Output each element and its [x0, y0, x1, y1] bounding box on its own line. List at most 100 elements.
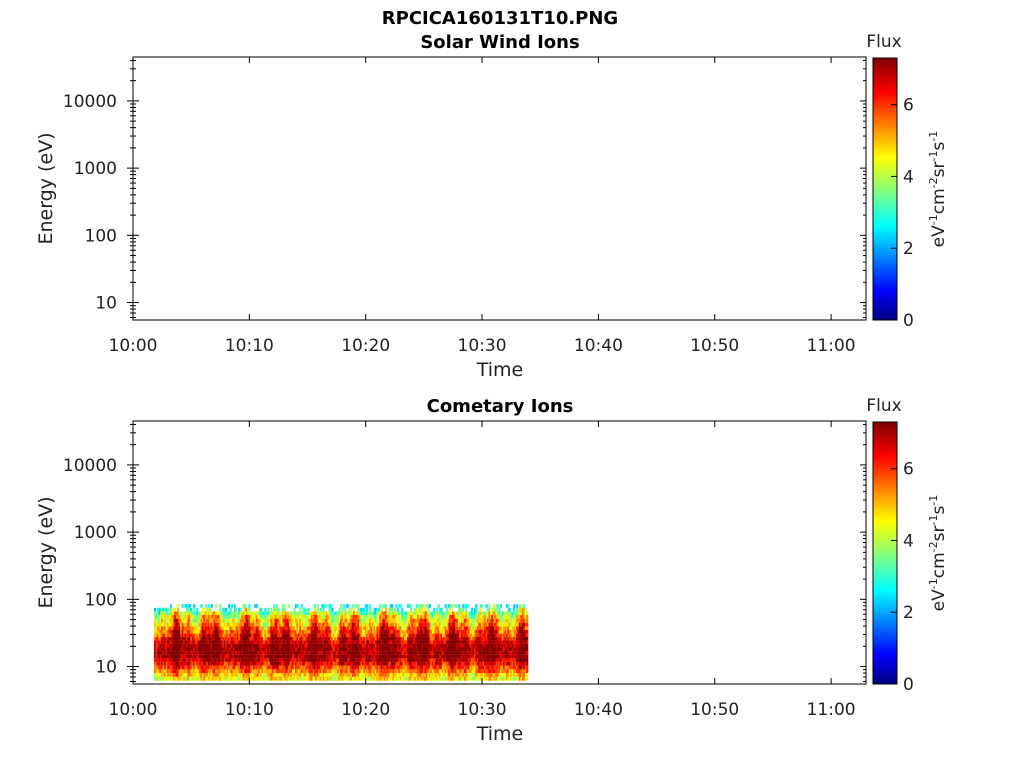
heatmap-cell [491, 640, 494, 644]
heatmap-cell [415, 640, 418, 644]
heatmap-cell [341, 640, 344, 644]
heatmap-cell [249, 637, 252, 641]
heatmap-cell [497, 630, 500, 634]
heatmap-cell [276, 622, 279, 627]
heatmap-cell [433, 669, 436, 674]
heatmap-cell [351, 626, 354, 631]
heatmap-cell [300, 615, 303, 619]
heatmap-cell [491, 673, 494, 677]
heatmap-cell [462, 665, 465, 670]
heatmap-cell [194, 626, 197, 631]
heatmap-cell [385, 647, 388, 652]
heatmap-cell [206, 654, 209, 659]
heatmap-cell [356, 651, 359, 655]
heatmap-cell [185, 626, 188, 631]
heatmap-cell [421, 669, 424, 674]
heatmap-cell [369, 615, 372, 619]
heatmap-cell [347, 626, 350, 631]
heatmap-cell [236, 611, 239, 616]
heatmap-cell [231, 673, 234, 677]
heatmap-cell [283, 622, 286, 627]
heatmap-cell [203, 647, 206, 652]
heatmap-cell [463, 622, 466, 627]
heatmap-cell [325, 626, 328, 631]
heatmap-cell [462, 611, 465, 616]
heatmap-cell [303, 665, 306, 670]
heatmap-cell [290, 676, 293, 681]
heatmap-cell [315, 673, 318, 677]
heatmap-cell [459, 626, 462, 631]
heatmap-cell [411, 633, 414, 638]
heatmap-cell [399, 626, 402, 631]
heatmap-cell [305, 676, 308, 681]
heatmap-cell [505, 654, 508, 659]
heatmap-cell [332, 622, 335, 627]
heatmap-cell [454, 643, 458, 648]
heatmap-cell [428, 669, 431, 674]
heatmap-cell [213, 637, 216, 641]
heatmap-cell [217, 622, 220, 627]
heatmap-cell [383, 643, 386, 648]
heatmap-cell [257, 651, 260, 655]
heatmap-cell [366, 637, 369, 641]
heatmap-cell [216, 651, 219, 655]
heatmap-cell [340, 647, 343, 652]
heatmap-cell [431, 615, 434, 619]
heatmap-cell [244, 647, 247, 652]
heatmap-cell [329, 654, 332, 659]
heatmap-cell [302, 622, 305, 627]
heatmap-cell [210, 615, 213, 619]
heatmap-cell [427, 626, 430, 631]
heatmap-cell [226, 640, 229, 644]
heatmap-cell [168, 669, 171, 674]
heatmap-cell [424, 661, 427, 666]
heatmap-cell [383, 658, 386, 662]
heatmap-cell [219, 604, 222, 608]
heatmap-cell [354, 658, 357, 662]
heatmap-cell [322, 643, 325, 648]
heatmap-cell [335, 651, 338, 655]
heatmap-cell [238, 643, 241, 648]
heatmap-cell [427, 658, 430, 662]
heatmap-cell [375, 633, 378, 638]
heatmap-cell [348, 607, 351, 612]
heatmap-cell [470, 615, 474, 619]
heatmap-cell [193, 665, 196, 670]
heatmap-cell [180, 658, 183, 662]
heatmap-cell [337, 611, 340, 616]
heatmap-cell [472, 615, 475, 619]
heatmap-cell [386, 654, 389, 659]
heatmap-cell [322, 633, 325, 638]
heatmap-cell [286, 640, 289, 644]
heatmap-cell [169, 615, 172, 619]
heatmap-cell [424, 673, 427, 677]
heatmap-cell [312, 665, 315, 670]
heatmap-cell [379, 643, 382, 648]
heatmap-cell [201, 654, 204, 659]
heatmap-cell [453, 626, 456, 631]
heatmap-cell [199, 654, 202, 659]
heatmap-cell [348, 673, 351, 677]
heatmap-cell [295, 676, 298, 681]
heatmap-cell [158, 669, 161, 674]
heatmap-cell [299, 633, 302, 638]
heatmap-cell [484, 673, 487, 677]
heatmap-cell [283, 630, 286, 634]
heatmap-cell [260, 615, 263, 619]
heatmap-cell [273, 669, 276, 674]
colorbar-scale [872, 57, 898, 321]
heatmap-cell [312, 640, 315, 644]
heatmap-cell [171, 673, 174, 677]
heatmap-cell [361, 669, 364, 674]
heatmap-cell [463, 633, 466, 638]
heatmap-cell [380, 615, 383, 619]
heatmap-cell [328, 607, 331, 612]
heatmap-cell [364, 611, 367, 616]
heatmap-cell [364, 658, 367, 662]
heatmap-cell [286, 618, 289, 623]
heatmap-cell [351, 651, 354, 655]
heatmap-cell [295, 611, 298, 616]
heatmap-cell [280, 611, 283, 616]
heatmap-cell [340, 611, 343, 616]
heatmap-cell [209, 633, 212, 638]
